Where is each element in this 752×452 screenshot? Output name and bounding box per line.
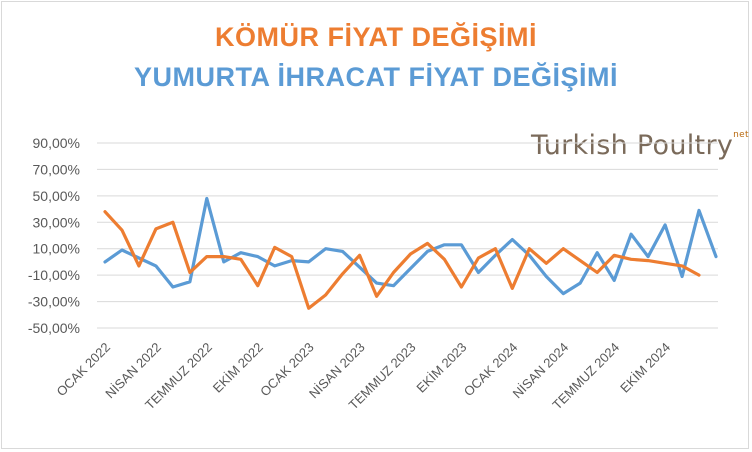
y-tick-label: -30,00% <box>28 294 80 310</box>
y-tick-label: 90,00% <box>33 135 80 151</box>
y-tick-label: 50,00% <box>33 188 80 204</box>
y-tick-label: -50,00% <box>28 320 80 336</box>
y-tick-label: 30,00% <box>33 214 80 230</box>
series-line-2 <box>103 210 701 310</box>
chart-title-line1: KÖMÜR FİYAT DEĞİŞİMİ <box>214 22 538 52</box>
y-tick-label: 10,00% <box>33 241 80 257</box>
x-tick-label: EKİM 2024 <box>617 340 673 396</box>
logo-suffix: net <box>733 130 749 140</box>
y-tick-label: -10,00% <box>28 267 80 283</box>
logo-text: Turkish Poultry <box>531 130 734 161</box>
turkish-poultry-logo: Turkish Poultrynet <box>531 130 749 161</box>
chart-title-line2: YUMURTA İHRACAT FİYAT DEĞİŞİMİ <box>134 62 618 92</box>
y-tick-label: 70,00% <box>33 161 80 177</box>
series-line-1 <box>103 196 718 296</box>
